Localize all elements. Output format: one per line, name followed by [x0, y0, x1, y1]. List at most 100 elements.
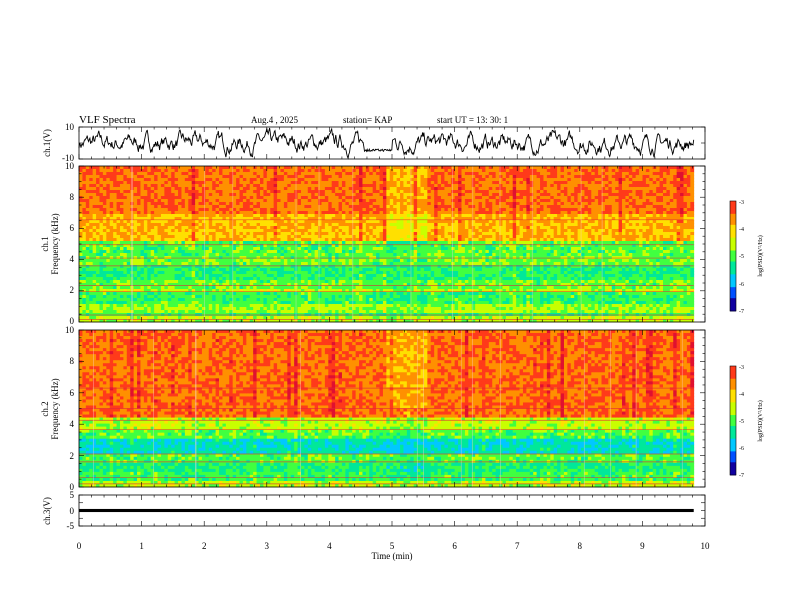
spectrogram-cell	[225, 205, 230, 209]
spectrogram-cell	[174, 304, 179, 308]
spectrogram-cell	[219, 202, 223, 206]
spectrogram-cell	[280, 172, 285, 176]
spectrogram-cell	[232, 226, 237, 230]
spectrogram-cell	[277, 250, 281, 254]
spectrogram-cell	[164, 181, 169, 185]
spectrogram-cell	[372, 220, 377, 224]
spectrogram-cell	[82, 241, 87, 245]
spectrogram-cell	[198, 172, 203, 176]
spectrogram-cell	[287, 292, 292, 296]
spectrogram-cell	[174, 265, 179, 269]
spectrogram-cell	[181, 211, 186, 215]
spectrogram-cell	[215, 292, 220, 296]
spectrogram-cell	[300, 310, 305, 314]
spectrogram-cell	[314, 178, 319, 182]
spectrogram-cell	[133, 268, 138, 272]
spectrogram-cell	[263, 232, 268, 236]
spectrogram-cell	[191, 232, 196, 236]
spectrogram-cell	[355, 238, 360, 242]
spectrogram-cell	[130, 301, 135, 305]
spectrogram-cell	[345, 208, 350, 212]
spectrogram-cell	[106, 202, 111, 206]
spectrogram-cell	[119, 310, 124, 314]
spectrogram-cell	[393, 184, 398, 188]
spectrogram-cell	[188, 244, 193, 248]
spectrogram-cell	[116, 220, 121, 224]
spectrogram-cell	[212, 307, 217, 311]
spectrogram-cell	[253, 187, 257, 191]
spectrogram-cell	[359, 226, 363, 230]
spectrogram-cell	[198, 226, 203, 230]
spectrogram-cell	[102, 235, 107, 239]
spectrogram-cell	[79, 193, 83, 197]
spectrogram-cell	[181, 274, 186, 278]
spectrogram-cell	[113, 274, 117, 278]
spectrogram-cell	[328, 280, 333, 284]
spectrogram-cell	[143, 205, 148, 209]
spectrogram-cell	[123, 268, 128, 272]
spectrogram-cell	[318, 289, 322, 293]
spectrogram-cell	[379, 232, 384, 236]
spectrogram-cell	[338, 283, 343, 287]
spectrogram-cell	[92, 307, 97, 311]
spectrogram-cell	[283, 250, 288, 254]
spectrogram-cell	[253, 310, 257, 314]
spectrogram-cell	[266, 205, 271, 209]
spectrogram-cell	[140, 202, 145, 206]
spectrogram-cell	[304, 232, 309, 236]
spectrogram-cell	[232, 184, 237, 188]
spectrogram-cell	[331, 187, 336, 191]
spectrogram-cell	[386, 268, 391, 272]
spectrogram-cell	[396, 229, 401, 233]
spectrogram-cell	[362, 295, 367, 299]
spectrogram-cell	[311, 319, 316, 323]
spectrogram-cell	[150, 178, 155, 182]
spectrogram-cell	[167, 244, 172, 248]
spectrogram-cell	[277, 310, 281, 314]
spectrogram-cell	[376, 220, 380, 224]
spectrogram-cell	[270, 244, 275, 248]
spectrogram-cell	[246, 208, 251, 212]
spectrogram-cell	[389, 283, 394, 287]
spectrogram-cell	[386, 274, 391, 278]
spectrogram-cell	[396, 253, 401, 257]
spectrogram-cell	[249, 202, 254, 206]
spectrogram-cell	[208, 307, 213, 311]
spectrogram-cell	[369, 169, 374, 173]
spectrogram-cell	[113, 172, 117, 176]
spectrogram-cell	[178, 229, 182, 233]
spectrogram-cell	[352, 247, 357, 251]
spectrogram-cell	[229, 184, 234, 188]
spectrogram-cell	[109, 268, 114, 272]
spectrogram-cell	[335, 166, 339, 170]
spectrogram-cell	[263, 226, 268, 230]
spectrogram-cell	[143, 250, 148, 254]
spectrogram-cell	[184, 181, 189, 185]
spectrogram-cell	[331, 292, 336, 296]
spectrogram-cell	[324, 280, 329, 284]
spectrogram-cell	[106, 235, 111, 239]
spectrogram-cell	[212, 319, 217, 323]
spectrogram-cell	[113, 196, 117, 200]
spectrogram-cell	[201, 202, 206, 206]
spectrogram-cell	[171, 259, 176, 263]
spectrogram-cell	[263, 193, 268, 197]
spectrogram-cell	[92, 277, 97, 281]
spectrogram-cell	[147, 316, 152, 320]
spectrogram-cell	[314, 169, 319, 173]
spectrogram-cell	[184, 208, 189, 212]
spectrogram-cell	[164, 238, 169, 242]
spectrogram-cell	[290, 175, 295, 179]
spectrogram-cell	[386, 307, 391, 311]
spectrogram-cell	[113, 208, 117, 212]
spectrogram-cell	[341, 262, 346, 266]
spectrogram-cell	[102, 277, 107, 281]
spectrogram-cell	[270, 193, 275, 197]
spectrogram-cell	[164, 310, 169, 314]
spectrogram-cell	[188, 301, 193, 305]
spectrogram-cell	[242, 244, 247, 248]
spectrogram-cell	[119, 235, 124, 239]
spectrogram-cell	[331, 214, 336, 218]
spectrogram-cell	[283, 235, 288, 239]
spectrogram-cell	[393, 178, 398, 182]
